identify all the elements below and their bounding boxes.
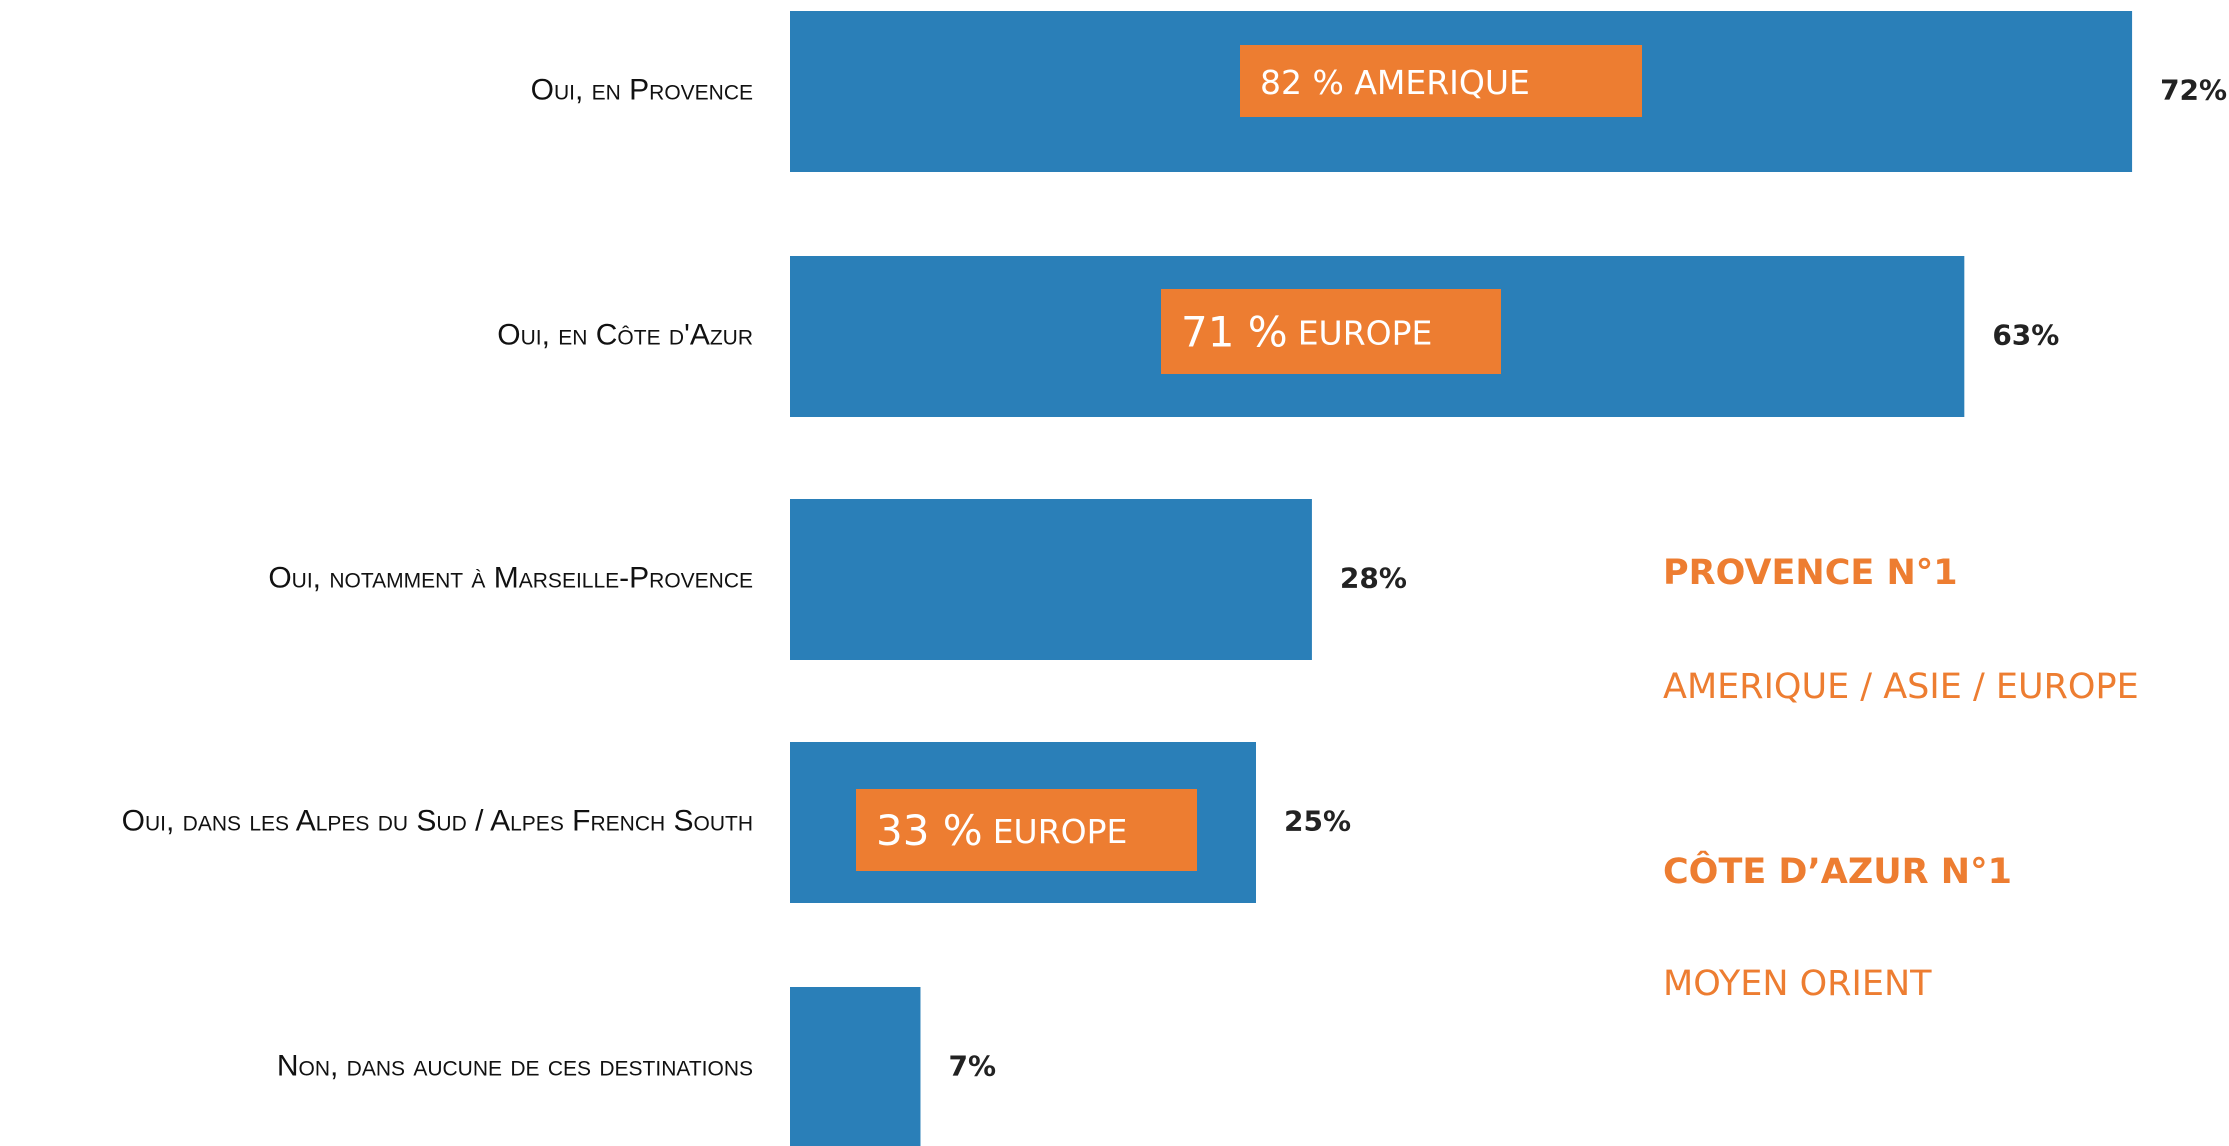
category-label: Oui, en Provence [531, 73, 753, 106]
bar [790, 987, 921, 1146]
note: PROVENCE N°1 [1663, 553, 1958, 593]
category-label: Non, dans aucune de ces destinations [277, 1049, 753, 1082]
annotation-part: EUROPE [993, 812, 1128, 851]
annotation-part: 82 % AMERIQUE [1260, 63, 1530, 102]
annotation: 71 % EUROPE [1181, 307, 1432, 356]
note: CÔTE D’AZUR N°1 [1663, 850, 2012, 892]
value-label: 28% [1340, 562, 1407, 595]
category-label: Oui, en Côte d'Azur [497, 318, 753, 351]
annotation-box [856, 789, 1197, 871]
category-label: Oui, notamment à Marseille-Provence [268, 561, 753, 594]
value-label: 63% [1992, 319, 2059, 352]
value-label: 7% [948, 1050, 996, 1083]
note: MOYEN ORIENT [1663, 964, 1932, 1004]
annotation-box [1240, 45, 1642, 117]
annotation-box [1161, 289, 1501, 374]
value-label: 72% [2160, 74, 2227, 107]
annotation: 33 % EUROPE [876, 806, 1127, 855]
value-label: 25% [1284, 805, 1351, 838]
bar [790, 499, 1312, 660]
annotation-part: 33 % [876, 806, 983, 855]
annotation: 82 % AMERIQUE [1260, 63, 1530, 102]
annotation-part: EUROPE [1298, 313, 1433, 352]
category-label: Oui, dans les Alpes du Sud / Alpes Frenc… [122, 804, 753, 837]
note: AMERIQUE / ASIE / EUROPE [1663, 667, 2139, 707]
annotation-part: 71 % [1181, 307, 1288, 356]
